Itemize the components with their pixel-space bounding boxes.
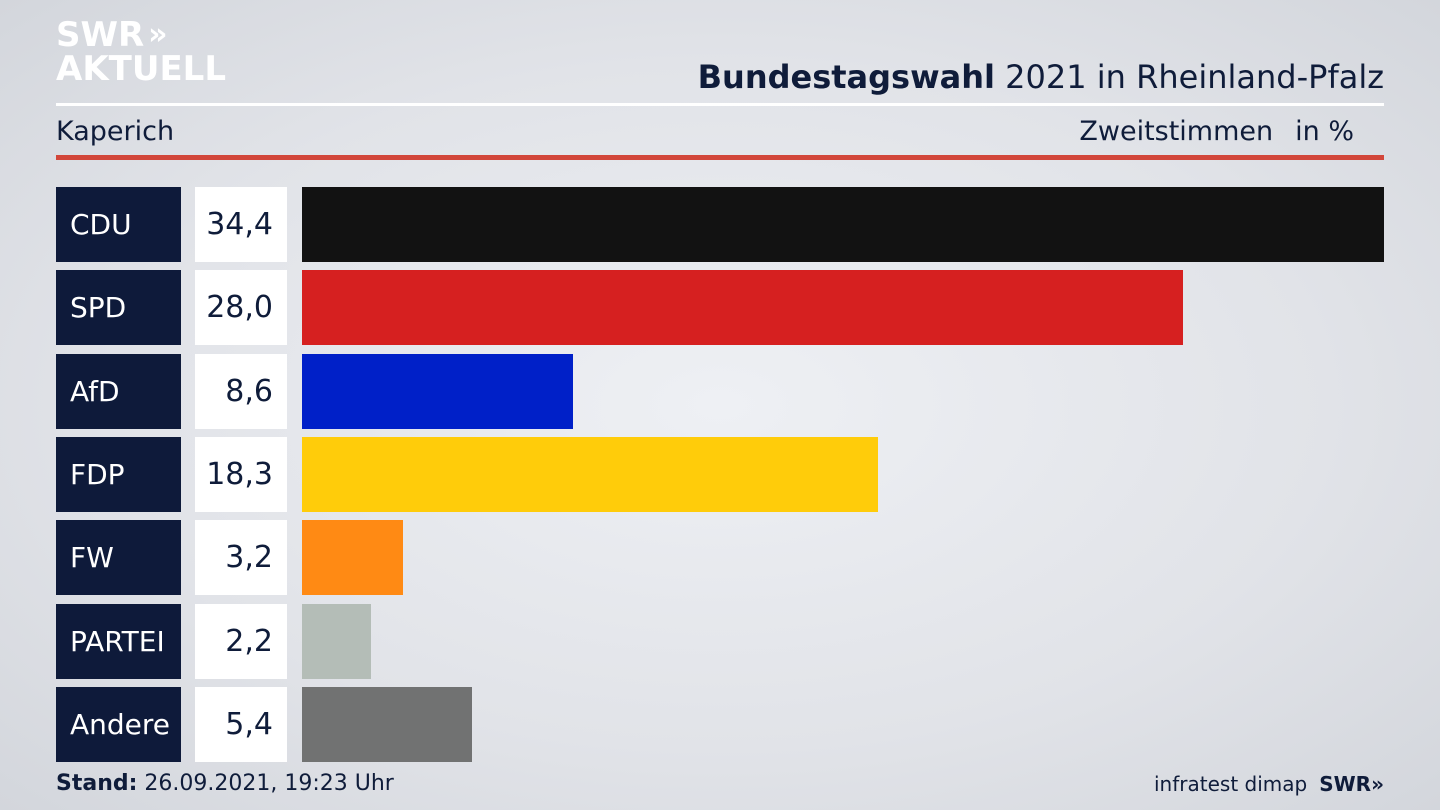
bar-row: FW 3,2 (56, 520, 1384, 596)
bar (302, 436, 878, 512)
accent-divider (56, 155, 1384, 160)
unit-label: in % (1295, 116, 1354, 147)
bar-row: Andere 5,4 (56, 686, 1384, 762)
measure-label: Zweitstimmen in % (1079, 116, 1354, 147)
source-name: infratest dimap (1154, 772, 1308, 796)
value-label: 28,0 (195, 270, 287, 346)
party-label: FW (56, 520, 181, 596)
chart-title: Bundestagswahl 2021 in Rheinland-Pfalz (698, 58, 1384, 96)
value-label: 8,6 (195, 353, 287, 429)
party-label: SPD (56, 270, 181, 346)
party-label: FDP (56, 436, 181, 512)
chart-title-bold: Bundestagswahl (697, 58, 995, 96)
source-credit: infratest dimap SWR» (1154, 772, 1384, 796)
timestamp: Stand: 26.09.2021, 19:23 Uhr (56, 771, 394, 796)
party-label: AfD (56, 353, 181, 429)
source-brand-logo: SWR» (1319, 772, 1384, 796)
value-label: 2,2 (195, 603, 287, 679)
bar-chart: CDU 34,4 SPD 28,0 AfD 8,6 FDP 18,3 FW 3,2 PARTEI 2,… (56, 187, 1384, 762)
location-label: Kaperich (56, 116, 175, 147)
bar-row: CDU 34,4 (56, 187, 1384, 262)
bar (302, 270, 1183, 346)
bar (302, 603, 372, 679)
value-label: 18,3 (195, 436, 287, 512)
logo-aktuell-text: AKTUELL (56, 49, 227, 89)
value-label: 3,2 (195, 520, 287, 596)
logo-swr-text: SWR (56, 15, 145, 55)
chart-title-rest: 2021 in Rheinland-Pfalz (1005, 58, 1384, 96)
bar-row: FDP 18,3 (56, 436, 1384, 512)
header-divider (56, 103, 1384, 106)
bar (302, 686, 472, 762)
measure-name: Zweitstimmen (1079, 116, 1274, 147)
bar-row: AfD 8,6 (56, 353, 1384, 429)
bar-row: SPD 28,0 (56, 270, 1384, 346)
bar (302, 353, 573, 429)
value-label: 34,4 (195, 187, 287, 262)
party-label: CDU (56, 187, 181, 262)
timestamp-value: 26.09.2021, 19:23 Uhr (144, 771, 394, 796)
bar (302, 187, 1384, 262)
swr-aktuell-logo: SWR» AKTUELL (56, 15, 227, 89)
bar (302, 520, 403, 596)
party-label: Andere (56, 686, 181, 762)
party-label: PARTEI (56, 603, 181, 679)
timestamp-label: Stand: (56, 771, 138, 796)
value-label: 5,4 (195, 686, 287, 762)
bar-row: PARTEI 2,2 (56, 603, 1384, 679)
logo-chevron-icon: » (148, 17, 168, 52)
